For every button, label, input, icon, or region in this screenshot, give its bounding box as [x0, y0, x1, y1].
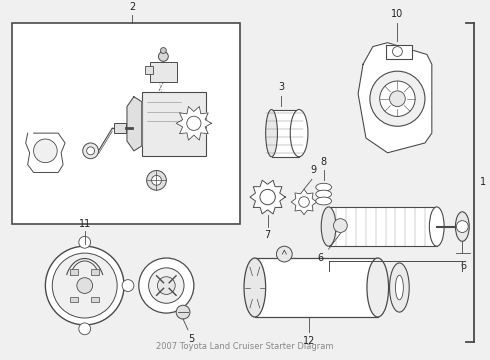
Text: 1: 1	[480, 177, 486, 187]
Circle shape	[46, 246, 124, 325]
Circle shape	[147, 171, 166, 190]
Circle shape	[299, 197, 309, 207]
Ellipse shape	[316, 190, 332, 198]
Ellipse shape	[395, 275, 403, 300]
Ellipse shape	[390, 263, 409, 312]
Ellipse shape	[321, 207, 336, 246]
Text: 2: 2	[129, 2, 135, 12]
Polygon shape	[291, 189, 317, 215]
Circle shape	[87, 147, 95, 155]
Ellipse shape	[290, 109, 308, 157]
Bar	[149, 62, 177, 82]
Circle shape	[276, 246, 292, 262]
Circle shape	[52, 253, 117, 318]
Ellipse shape	[367, 258, 389, 317]
Bar	[271, 109, 299, 157]
Text: 12: 12	[303, 336, 315, 346]
Polygon shape	[250, 180, 285, 214]
Polygon shape	[127, 97, 142, 151]
Ellipse shape	[266, 109, 277, 157]
Bar	[71, 297, 78, 302]
Circle shape	[139, 258, 194, 313]
Circle shape	[158, 51, 168, 61]
Circle shape	[392, 46, 402, 57]
Bar	[142, 92, 206, 156]
Text: 5: 5	[188, 334, 194, 344]
Text: 11: 11	[78, 219, 91, 229]
Text: 8: 8	[320, 157, 327, 167]
Text: 7: 7	[265, 230, 271, 240]
Circle shape	[83, 143, 98, 159]
Circle shape	[176, 305, 190, 319]
Bar	[12, 23, 240, 224]
Text: 2007 Toyota Land Cruiser Starter Diagram: 2007 Toyota Land Cruiser Starter Diagram	[156, 342, 334, 351]
Polygon shape	[25, 133, 65, 172]
Ellipse shape	[455, 212, 469, 241]
Text: 3: 3	[278, 82, 285, 92]
Circle shape	[260, 189, 275, 205]
Bar	[91, 269, 99, 275]
Circle shape	[187, 116, 201, 130]
Circle shape	[79, 323, 91, 335]
Ellipse shape	[244, 258, 266, 317]
Circle shape	[79, 237, 91, 248]
Ellipse shape	[316, 197, 332, 205]
Circle shape	[148, 268, 184, 303]
Circle shape	[370, 71, 425, 126]
Bar	[71, 269, 78, 275]
Circle shape	[160, 48, 166, 54]
Ellipse shape	[316, 183, 332, 191]
Polygon shape	[386, 45, 412, 59]
Text: 10: 10	[392, 9, 404, 19]
Text: 4: 4	[392, 287, 398, 297]
Bar	[114, 123, 126, 133]
Circle shape	[34, 139, 57, 163]
Ellipse shape	[429, 207, 444, 246]
Bar	[145, 66, 152, 74]
Text: 6: 6	[318, 253, 324, 263]
Circle shape	[122, 280, 134, 292]
Polygon shape	[358, 43, 432, 153]
Bar	[91, 297, 99, 302]
Text: 9: 9	[311, 166, 317, 175]
Bar	[255, 258, 378, 317]
Circle shape	[334, 219, 347, 233]
Circle shape	[380, 81, 415, 116]
Bar	[329, 207, 437, 246]
Circle shape	[157, 277, 175, 294]
Circle shape	[151, 175, 161, 185]
Text: 6: 6	[460, 261, 466, 271]
Circle shape	[390, 91, 405, 107]
Polygon shape	[176, 107, 212, 140]
Circle shape	[77, 278, 93, 293]
Circle shape	[456, 221, 468, 233]
